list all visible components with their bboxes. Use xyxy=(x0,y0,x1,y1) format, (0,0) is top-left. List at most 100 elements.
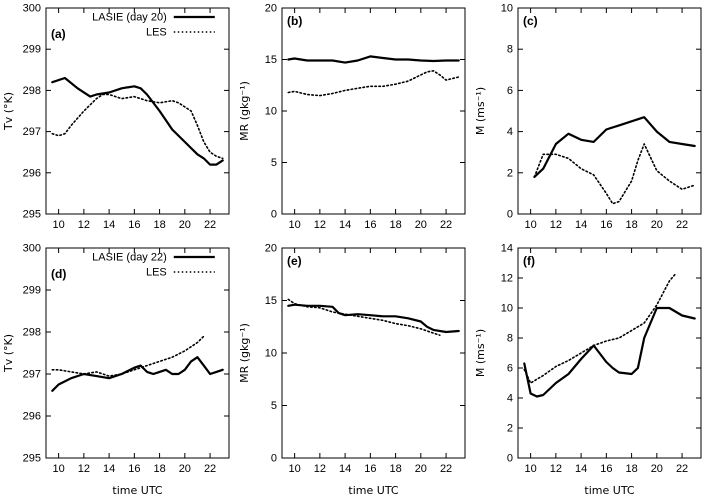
y-tick-label: 6 xyxy=(507,363,513,375)
x-tick-label: 12 xyxy=(550,463,562,475)
y-tick-label: 8 xyxy=(507,44,513,56)
x-tick-label: 18 xyxy=(389,219,401,231)
series-line-lasie xyxy=(51,76,224,166)
x-tick-label: 16 xyxy=(364,219,376,231)
panel-letter: (a) xyxy=(51,27,66,41)
legend-label: LES xyxy=(146,27,167,39)
legend-label: LASIE (day 20) xyxy=(92,12,167,24)
chart-e-mr-day22: 10 12 14 16 18 20 22 0 5 10 15 20 (e) MR (gkg⁻¹) time … xyxy=(238,243,466,497)
x-tick-label: 22 xyxy=(204,219,216,231)
y-tick-label: 295 xyxy=(23,453,41,465)
y-axis-label: M (ms⁻¹) xyxy=(474,329,487,377)
x-tick-label: 16 xyxy=(364,463,376,475)
x-tick-label: 10 xyxy=(52,463,64,475)
series-line-lasie xyxy=(523,306,696,398)
chart-panel-a: 10 12 14 16 18 20 22 295 296 297 298 299 300 (a) LASIE… xyxy=(0,0,236,240)
x-tick-label: 10 xyxy=(524,463,536,475)
y-tick-label: 5 xyxy=(271,157,277,169)
y-tick-label: 0 xyxy=(507,453,513,465)
y-tick-label: 5 xyxy=(271,400,277,412)
y-tick-label: 297 xyxy=(23,369,41,381)
y-tick-label: 0 xyxy=(271,453,277,465)
y-tick-label: 0 xyxy=(507,209,513,221)
y-tick-label: 296 xyxy=(23,411,41,423)
x-tick-label: 16 xyxy=(128,463,140,475)
series-line-lasie xyxy=(533,116,696,178)
y-tick-label: 296 xyxy=(23,167,41,179)
x-tick-label: 22 xyxy=(204,463,216,475)
x-tick-label: 10 xyxy=(52,219,64,231)
x-tick-label: 12 xyxy=(314,219,326,231)
panel-letter: (b) xyxy=(287,14,302,28)
series-line-les xyxy=(533,143,696,205)
x-tick-label: 18 xyxy=(153,463,165,475)
x-tick-label: 16 xyxy=(600,219,612,231)
y-tick-label: 298 xyxy=(23,85,41,97)
x-tick-label: 20 xyxy=(651,463,663,475)
x-tick-label: 10 xyxy=(288,463,300,475)
x-tick-label: 20 xyxy=(415,463,427,475)
x-tick-label: 10 xyxy=(288,219,300,231)
y-axis-label: Tv (°K) xyxy=(2,334,15,373)
y-tick-label: 295 xyxy=(23,209,41,221)
y-tick-label: 4 xyxy=(507,126,513,138)
x-tick-label: 16 xyxy=(128,219,140,231)
x-axis-label: time UTC xyxy=(348,484,398,497)
x-tick-label: 14 xyxy=(103,463,115,475)
y-axis-label: M (ms⁻¹) xyxy=(474,87,487,135)
x-axis-label: time UTC xyxy=(112,484,162,497)
legend-label: LASIE (day 22) xyxy=(92,252,167,264)
panel-letter: (d) xyxy=(51,267,66,281)
x-tick-label: 18 xyxy=(389,463,401,475)
x-tick-label: 12 xyxy=(78,219,90,231)
y-tick-label: 300 xyxy=(23,243,41,255)
series-line-lasie xyxy=(287,303,460,334)
y-tick-label: 298 xyxy=(23,327,41,339)
x-tick-label: 22 xyxy=(676,463,688,475)
series-line-lasie xyxy=(287,55,460,64)
plot-border xyxy=(517,247,702,459)
x-tick-label: 22 xyxy=(676,219,688,231)
x-tick-label: 14 xyxy=(103,219,115,231)
chart-c-m-day20: 10 12 14 16 18 20 22 0 2 4 6 8 10 (c) M (ms⁻¹) xyxy=(474,3,702,231)
chart-b-mr-day20: 10 12 14 16 18 20 22 0 5 10 15 20 (b) MR (gkg⁻¹) xyxy=(238,3,466,231)
y-tick-label: 15 xyxy=(265,54,277,66)
y-tick-label: 4 xyxy=(507,393,513,405)
legend-label: LES xyxy=(146,267,167,279)
chart-panel-e: 10 12 14 16 18 20 22 0 5 10 15 20 (e) MR (gkg⁻¹) time … xyxy=(236,240,472,502)
y-axis-label: Tv (°K) xyxy=(2,92,15,131)
y-tick-label: 10 xyxy=(501,303,513,315)
x-tick-label: 14 xyxy=(575,219,587,231)
y-tick-label: 8 xyxy=(507,333,513,345)
x-tick-label: 18 xyxy=(625,219,637,231)
y-tick-label: 300 xyxy=(23,3,41,15)
chart-panel-d: 10 12 14 16 18 20 22 295 296 297 298 299 300 (d) LASIE… xyxy=(0,240,236,502)
series-line-les xyxy=(287,70,460,97)
x-tick-label: 22 xyxy=(440,463,452,475)
x-tick-label: 14 xyxy=(575,463,587,475)
series-line-lasie xyxy=(51,356,224,392)
x-axis-label: time UTC xyxy=(584,484,634,497)
x-tick-label: 16 xyxy=(600,463,612,475)
series-line-les xyxy=(51,335,205,377)
y-tick-label: 10 xyxy=(265,106,277,118)
y-tick-label: 20 xyxy=(265,3,277,15)
series-line-les xyxy=(523,272,677,384)
chart-a-tv-day20: 10 12 14 16 18 20 22 295 296 297 298 299 300 (a) LASIE… xyxy=(2,3,230,231)
panel-letter: (f) xyxy=(523,254,535,268)
y-tick-label: 12 xyxy=(501,273,513,285)
y-tick-label: 15 xyxy=(265,295,277,307)
x-tick-label: 12 xyxy=(78,463,90,475)
plot-border xyxy=(45,7,230,215)
figure-row-day20: 10 12 14 16 18 20 22 295 296 297 298 299 300 (a) LASIE… xyxy=(0,0,709,240)
chart-panel-b: 10 12 14 16 18 20 22 0 5 10 15 20 (b) MR (gkg⁻¹) xyxy=(236,0,472,240)
series-line-les xyxy=(51,93,224,160)
chart-d-tv-day22: 10 12 14 16 18 20 22 295 296 297 298 299 300 (d) LASIE… xyxy=(2,243,230,497)
y-tick-label: 10 xyxy=(265,348,277,360)
y-tick-label: 2 xyxy=(507,167,513,179)
y-axis-label: MR (gkg⁻¹) xyxy=(238,81,251,141)
x-tick-label: 18 xyxy=(153,219,165,231)
y-tick-label: 299 xyxy=(23,44,41,56)
figure-row-day22: 10 12 14 16 18 20 22 295 296 297 298 299 300 (d) LASIE… xyxy=(0,240,709,502)
